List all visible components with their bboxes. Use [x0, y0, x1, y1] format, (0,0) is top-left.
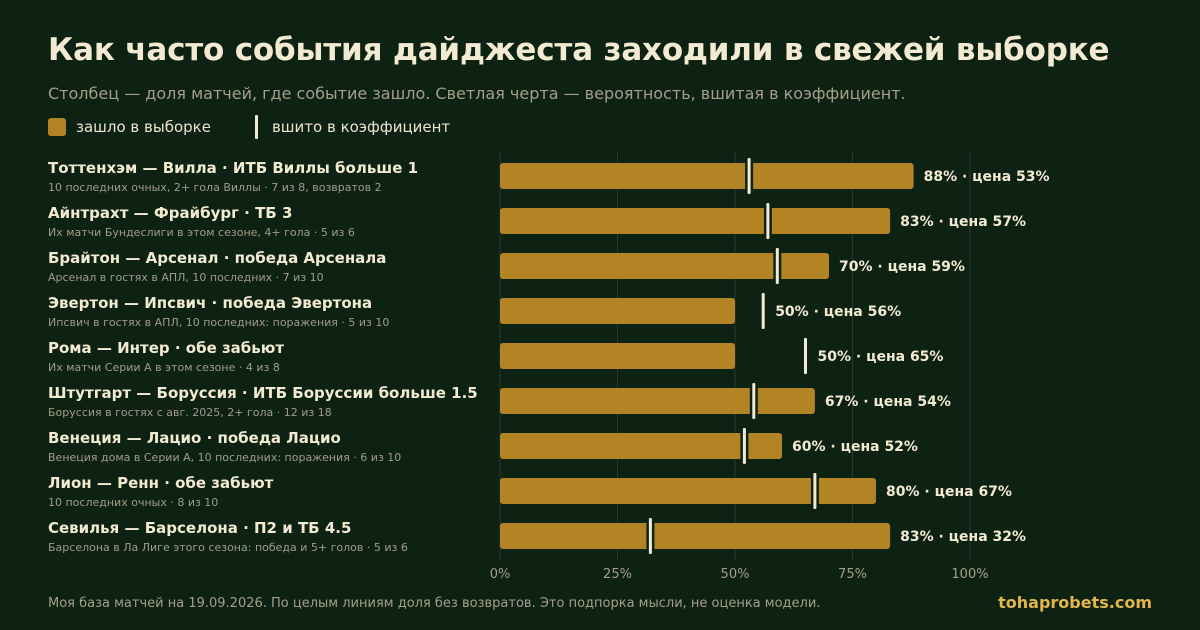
- x-tick-label: 0%: [490, 567, 511, 582]
- implied-marker-outline: [763, 202, 772, 240]
- implied-marker-outline: [759, 292, 768, 330]
- row-label: Рома — Интер · обе забьют: [48, 339, 285, 357]
- data-bar: [500, 163, 914, 189]
- value-label: 70% · цена 59%: [839, 259, 965, 275]
- value-label: 88% · цена 53%: [924, 169, 1050, 185]
- row-label-group: Рома — Интер · обе забьют Их матчи Серии …: [48, 332, 488, 377]
- row-sublabel: Ипсвич в гостях в АПЛ, 10 последних: пор…: [48, 316, 390, 329]
- implied-marker: [761, 293, 765, 329]
- row-label: Айнтрахт — Фрайбург · ТБ 3: [48, 204, 293, 222]
- row-label-group: Айнтрахт — Фрайбург · ТБ 3 Их матчи Бунде…: [48, 197, 488, 242]
- value-label: 67% · цена 54%: [825, 394, 951, 410]
- value-label: 60% · цена 52%: [792, 439, 918, 455]
- row-sublabel: Барселона в Ла Лиге этого сезона: победа…: [48, 541, 408, 554]
- implied-marker: [813, 473, 817, 509]
- row-sublabel: Арсенал в гостях в АПЛ, 10 последних · 7…: [48, 271, 324, 284]
- row-label: Венеция — Лацио · победа Лацио: [48, 429, 341, 447]
- row-label: Эвертон — Ипсвич · победа Эвертона: [48, 294, 373, 312]
- value-label: 50% · цена 65%: [818, 349, 944, 365]
- footer-note: Моя база матчей на 19.09.2026. По целым …: [48, 596, 821, 611]
- x-tick-label: 100%: [951, 567, 988, 582]
- row-label-group: Лион — Ренн · обе забьют 10 последних очн…: [48, 467, 488, 512]
- implied-marker: [742, 428, 746, 464]
- implied-marker-outline: [749, 382, 758, 420]
- implied-marker: [752, 383, 756, 419]
- value-label: 50% · цена 56%: [775, 304, 901, 320]
- row-label: Тоттенхэм — Вилла · ИТБ Виллы больше 1: [48, 159, 419, 177]
- implied-marker-outline: [745, 157, 754, 195]
- row-sublabel: Их матчи Серии А в этом сезоне · 4 из 8: [48, 361, 280, 374]
- data-bar: [500, 388, 815, 414]
- value-label: 83% · цена 32%: [900, 529, 1026, 545]
- x-tick-label: 75%: [838, 567, 867, 582]
- row-sublabel: Венеция дома в Серии А, 10 последних: по…: [48, 451, 402, 464]
- data-bar: [500, 298, 735, 324]
- row-sublabel: 10 последних очных, 2+ гола Виллы · 7 из…: [48, 181, 382, 194]
- legend-bar-swatch: [48, 118, 66, 136]
- row-label-group: Штутгарт — Боруссия · ИТБ Боруссии больш…: [48, 377, 488, 422]
- brand-link[interactable]: tohaprobets.com: [998, 593, 1152, 612]
- implied-marker-outline: [773, 247, 782, 285]
- x-tick-label: 25%: [603, 567, 632, 582]
- chart-title: Как часто события дайджеста заходили в с…: [48, 32, 1110, 68]
- legend: зашло в выборке вшито в коэффициент: [48, 115, 451, 139]
- implied-marker-outline: [646, 517, 655, 555]
- implied-marker: [648, 518, 652, 554]
- value-label: 80% · цена 67%: [886, 484, 1012, 500]
- implied-marker: [804, 338, 807, 374]
- legend-marker-swatch: [254, 115, 258, 139]
- data-bar: [500, 478, 876, 504]
- row-label: Севилья — Барселона · П2 и ТБ 4.5: [48, 519, 352, 537]
- row-label-group: Брайтон — Арсенал · победа Арсенала Арсен…: [48, 242, 488, 287]
- row-label: Лион — Ренн · обе забьют: [48, 474, 274, 492]
- implied-marker-outline: [740, 427, 749, 465]
- x-tick-label: 50%: [721, 567, 750, 582]
- implied-marker: [766, 203, 770, 239]
- data-bar: [500, 253, 829, 279]
- data-bar: [500, 433, 782, 459]
- data-bar: [500, 523, 891, 549]
- row-sublabel: Их матчи Бундеслиги в этом сезоне, 4+ го…: [48, 226, 355, 239]
- row-label-group: Эвертон — Ипсвич · победа Эвертона Ипсвич…: [48, 287, 488, 332]
- row-sublabel: Боруссия в гостях с авг. 2025, 2+ гола ·…: [48, 406, 332, 419]
- implied-marker: [747, 158, 751, 194]
- chart-subtitle: Столбец — доля матчей, где событие зашло…: [48, 84, 906, 103]
- legend-bar-label: зашло в выборке: [76, 118, 211, 136]
- row-label: Штутгарт — Боруссия · ИТБ Боруссии больш…: [48, 384, 478, 402]
- row-sublabel: 10 последних очных · 8 из 10: [48, 496, 219, 509]
- row-label-group: Севилья — Барселона · П2 и ТБ 4.5 Барсело…: [48, 512, 488, 557]
- data-bar: [500, 208, 891, 234]
- legend-marker-label: вшито в коэффициент: [271, 118, 451, 136]
- implied-marker-outline: [801, 337, 810, 375]
- value-label: 83% · цена 57%: [900, 214, 1026, 230]
- row-label-group: Венеция — Лацио · победа Лацио Венеция до…: [48, 422, 488, 467]
- data-bar: [500, 343, 735, 369]
- implied-marker: [775, 248, 779, 284]
- row-label-group: Тоттенхэм — Вилла · ИТБ Виллы больше 1 10…: [48, 152, 488, 197]
- row-label: Брайтон — Арсенал · победа Арсенала: [48, 249, 387, 267]
- implied-marker-outline: [810, 472, 819, 510]
